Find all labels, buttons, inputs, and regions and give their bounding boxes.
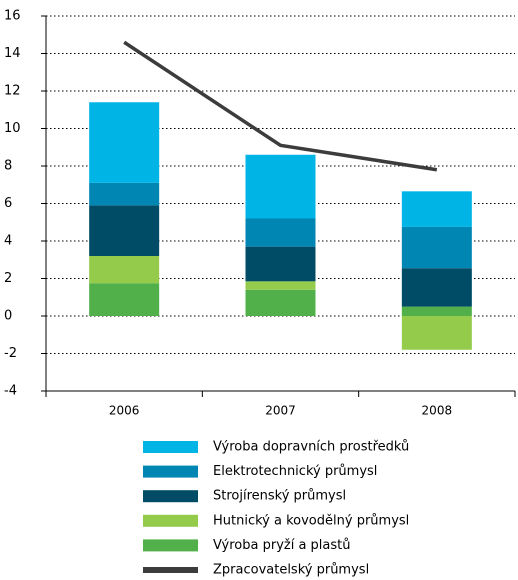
bar — [245, 289, 316, 316]
legend-label: Elektrotechnický průmysl — [213, 464, 377, 479]
bar — [245, 246, 316, 282]
x-tick-label: 2006 — [109, 404, 140, 418]
y-tick-label: 16 — [4, 9, 21, 24]
bar — [89, 283, 160, 316]
legend-swatch — [143, 539, 198, 552]
y-tick-label: 4 — [4, 234, 12, 249]
legend-label: Zpracovatelský průmysl — [213, 563, 369, 578]
legend-label: Strojírenský průmysl — [213, 489, 346, 504]
legend-swatch — [143, 465, 198, 478]
bar — [245, 154, 316, 219]
y-tick-label: 6 — [4, 196, 12, 211]
bar — [401, 191, 472, 227]
legend-swatch — [143, 490, 198, 503]
bar — [401, 306, 472, 316]
bar — [245, 281, 316, 290]
bar — [89, 205, 160, 256]
x-tick-label: 2008 — [422, 404, 453, 418]
y-tick-label: -4 — [4, 384, 17, 399]
y-tick-label: 12 — [4, 84, 21, 99]
y-tick-label: 0 — [4, 309, 12, 324]
bar — [89, 182, 160, 206]
y-tick-label: 2 — [4, 271, 12, 286]
legend-label: Výroba pryží a plastů — [213, 538, 351, 553]
y-tick-label: 10 — [4, 121, 21, 136]
bar — [401, 268, 472, 307]
bar — [245, 218, 316, 247]
legend-swatch — [143, 514, 198, 527]
legend-label: Hutnický a kovodělný průmysl — [213, 513, 409, 528]
y-tick-label: -2 — [4, 346, 17, 361]
bar — [89, 102, 160, 183]
y-tick-label: 8 — [4, 159, 12, 174]
y-tick-label: 14 — [4, 46, 21, 61]
legend-swatch — [143, 441, 198, 453]
bar — [401, 316, 472, 350]
legend-swatch — [143, 567, 198, 573]
bar — [89, 256, 160, 284]
legend-label: Výroba dopravních prostředků — [213, 440, 409, 455]
bar — [401, 226, 472, 269]
x-tick-label: 2007 — [265, 404, 296, 418]
line — [123, 40, 438, 172]
